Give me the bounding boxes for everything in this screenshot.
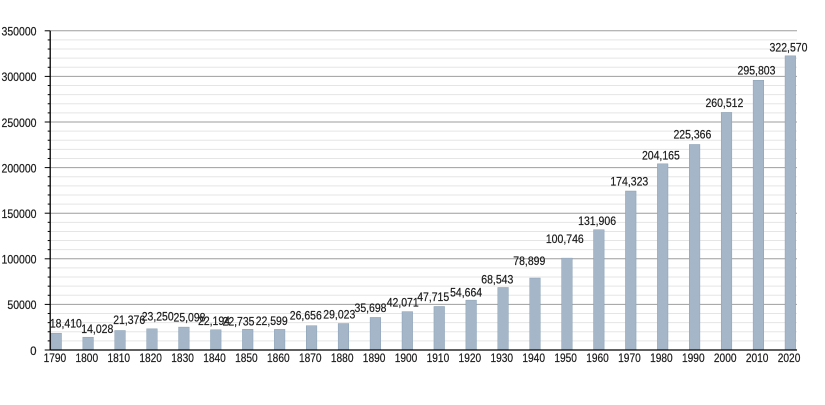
svg-text:42,071: 42,071 (387, 297, 419, 309)
svg-text:35,698: 35,698 (355, 303, 387, 315)
svg-text:29,023: 29,023 (323, 309, 355, 321)
svg-text:23,250: 23,250 (142, 312, 174, 324)
svg-text:250000: 250000 (2, 118, 37, 130)
svg-text:47,715: 47,715 (417, 292, 449, 304)
svg-text:1820: 1820 (139, 353, 162, 365)
svg-text:1870: 1870 (299, 353, 322, 365)
svg-text:25,098: 25,098 (174, 313, 206, 325)
svg-text:1970: 1970 (618, 353, 641, 365)
svg-text:200000: 200000 (2, 163, 37, 175)
svg-text:50000: 50000 (7, 300, 36, 312)
svg-text:1930: 1930 (490, 353, 513, 365)
svg-text:1990: 1990 (682, 353, 705, 365)
svg-text:22,194: 22,194 (198, 316, 231, 328)
svg-text:26,656: 26,656 (290, 311, 322, 323)
svg-text:1980: 1980 (650, 353, 673, 365)
svg-text:174,323: 174,323 (610, 177, 648, 189)
svg-text:1910: 1910 (427, 353, 450, 365)
svg-text:1800: 1800 (76, 353, 99, 365)
svg-text:1960: 1960 (586, 353, 609, 365)
svg-text:2000: 2000 (714, 353, 737, 365)
svg-text:150000: 150000 (2, 209, 37, 221)
svg-text:295,803: 295,803 (738, 66, 776, 78)
svg-text:22,735: 22,735 (223, 316, 255, 328)
svg-text:1840: 1840 (203, 353, 226, 365)
svg-text:68,543: 68,543 (481, 274, 513, 286)
svg-text:1920: 1920 (459, 353, 482, 365)
svg-text:1850: 1850 (235, 353, 258, 365)
svg-text:225,366: 225,366 (673, 129, 711, 141)
svg-text:300000: 300000 (2, 72, 37, 84)
svg-text:54,664: 54,664 (450, 287, 483, 299)
svg-text:1900: 1900 (395, 353, 418, 365)
svg-text:0: 0 (30, 346, 36, 358)
svg-text:100,746: 100,746 (546, 234, 584, 246)
svg-text:1890: 1890 (363, 353, 386, 365)
svg-text:204,165: 204,165 (642, 151, 680, 163)
svg-text:1880: 1880 (331, 353, 354, 365)
svg-text:1940: 1940 (522, 353, 545, 365)
svg-text:2020: 2020 (778, 353, 801, 365)
svg-text:78,899: 78,899 (513, 256, 545, 268)
svg-text:131,906: 131,906 (578, 216, 616, 228)
svg-text:100000: 100000 (2, 255, 37, 267)
svg-text:2010: 2010 (746, 353, 769, 365)
svg-text:350000: 350000 (2, 27, 37, 39)
svg-text:21,376: 21,376 (113, 315, 145, 327)
svg-text:1950: 1950 (554, 353, 577, 365)
svg-text:1830: 1830 (171, 353, 194, 365)
svg-text:1810: 1810 (107, 353, 130, 365)
svg-text:1860: 1860 (267, 353, 290, 365)
svg-text:18,410: 18,410 (50, 318, 82, 330)
svg-text:22,599: 22,599 (256, 316, 288, 328)
svg-text:322,570: 322,570 (770, 43, 808, 55)
svg-text:14,028: 14,028 (81, 324, 113, 336)
svg-text:1790: 1790 (44, 353, 67, 365)
svg-text:260,512: 260,512 (705, 98, 743, 110)
